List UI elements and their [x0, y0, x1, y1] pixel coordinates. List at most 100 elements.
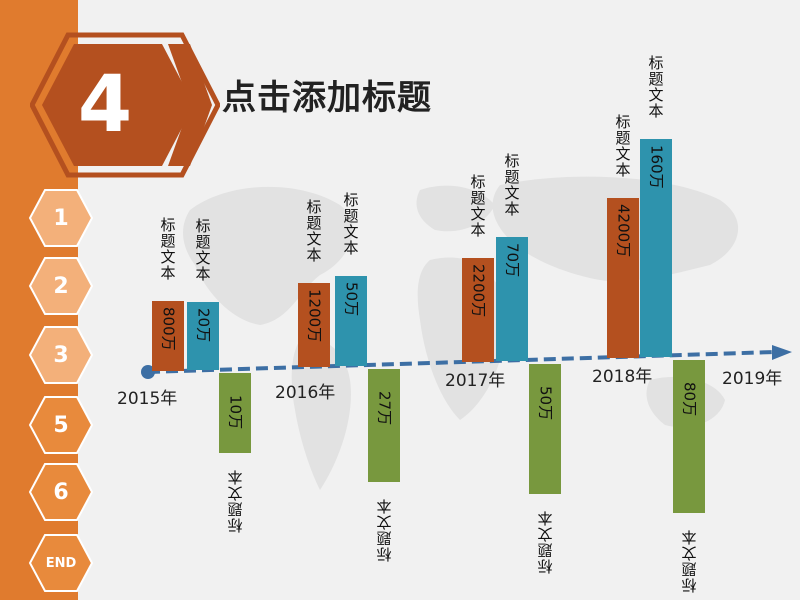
svg-text:本: 本: [343, 239, 358, 257]
svg-text:文: 文: [195, 249, 210, 267]
nav-hex-5[interactable]: 5: [28, 395, 94, 455]
svg-text:标: 标: [306, 198, 321, 216]
bar-value-label: 50万: [537, 386, 555, 420]
bar-value-label: 10万: [227, 395, 245, 429]
nav-hex-2[interactable]: 2: [28, 256, 94, 316]
bar-brown: [298, 283, 330, 367]
nav-hex-1[interactable]: 1: [28, 188, 94, 248]
bar-brown: [607, 198, 639, 358]
bar-value-label: 2200万: [470, 264, 488, 317]
svg-text:本: 本: [504, 200, 519, 218]
bar-value-label: 27万: [376, 391, 394, 425]
svg-text:本: 本: [615, 161, 630, 179]
nav-hex-end[interactable]: END: [28, 533, 94, 593]
bar-brown: [462, 258, 494, 362]
svg-text:文: 文: [160, 248, 175, 266]
page-title: 点击添加标题: [222, 78, 432, 118]
nav-hex-label: 3: [53, 342, 69, 368]
svg-text:本: 本: [306, 246, 321, 264]
bar-green: [529, 364, 561, 494]
svg-text:题: 题: [195, 233, 210, 251]
svg-text:题: 题: [537, 541, 552, 559]
svg-text:本: 本: [160, 264, 175, 282]
bar-teal: [496, 237, 528, 361]
svg-text:题: 题: [504, 168, 519, 186]
bar-value-label: 1200万: [306, 289, 324, 342]
svg-text:文: 文: [227, 484, 242, 502]
svg-text:题: 题: [648, 70, 663, 88]
svg-text:题: 题: [681, 560, 696, 578]
bar-green: [219, 373, 251, 453]
year-label: 2016年: [275, 383, 335, 403]
year-label: 2015年: [117, 389, 177, 409]
svg-text:本: 本: [470, 221, 485, 239]
svg-text:题: 题: [227, 500, 242, 518]
svg-text:文: 文: [376, 513, 391, 531]
svg-text:题: 题: [343, 207, 358, 225]
nav-hex-label: END: [45, 555, 77, 571]
svg-text:本: 本: [195, 265, 210, 283]
svg-text:文: 文: [681, 544, 696, 562]
bar-value-label: 70万: [504, 243, 522, 277]
svg-text:本: 本: [537, 509, 552, 527]
bar-green: [368, 369, 400, 482]
svg-text:本: 本: [227, 468, 242, 486]
svg-text:文: 文: [537, 525, 552, 543]
bar-teal: [640, 139, 672, 357]
svg-text:标: 标: [470, 173, 485, 191]
bar-value-label: 160万: [648, 145, 666, 189]
bar-value-label: 20万: [195, 308, 213, 342]
bar-teal: [335, 276, 367, 366]
svg-text:题: 题: [376, 529, 391, 547]
timeline-start-dot: [141, 365, 155, 379]
svg-text:题: 题: [306, 214, 321, 232]
bar-teal: [187, 302, 219, 370]
svg-text:文: 文: [615, 145, 630, 163]
svg-text:文: 文: [648, 86, 663, 104]
nav-hex-3[interactable]: 3: [28, 325, 94, 385]
svg-text:文: 文: [306, 230, 321, 248]
bar-value-label: 80万: [681, 382, 699, 416]
svg-text:标: 标: [376, 545, 391, 563]
svg-text:题: 题: [160, 232, 175, 250]
bar-value-label: 800万: [160, 307, 178, 351]
svg-text:文: 文: [343, 223, 358, 241]
nav-hex-label: 2: [53, 273, 69, 299]
nav-hex-6[interactable]: 6: [28, 462, 94, 522]
svg-text:题: 题: [615, 129, 630, 147]
svg-text:标: 标: [615, 113, 630, 131]
svg-text:标: 标: [343, 191, 358, 209]
nav-hex-label: 1: [53, 205, 69, 231]
svg-text:标: 标: [195, 217, 210, 235]
bar-brown: [152, 301, 184, 371]
svg-text:标: 标: [537, 557, 552, 575]
nav-hex-label: 5: [53, 412, 69, 438]
year-label: 2017年: [445, 371, 505, 391]
svg-text:文: 文: [470, 205, 485, 223]
svg-text:题: 题: [470, 189, 485, 207]
svg-text:标: 标: [227, 516, 242, 534]
bar-value-label: 4200万: [615, 204, 633, 257]
svg-text:标: 标: [160, 216, 175, 234]
timeline-arrow: [772, 345, 792, 360]
svg-text:本: 本: [648, 102, 663, 120]
nav-hex-label: 6: [53, 479, 69, 505]
section-number: 4: [77, 60, 133, 150]
svg-text:标: 标: [681, 576, 696, 594]
bar-green: [673, 360, 705, 513]
section-number-badge: 4: [30, 30, 220, 180]
bar-value-label: 50万: [343, 282, 361, 316]
